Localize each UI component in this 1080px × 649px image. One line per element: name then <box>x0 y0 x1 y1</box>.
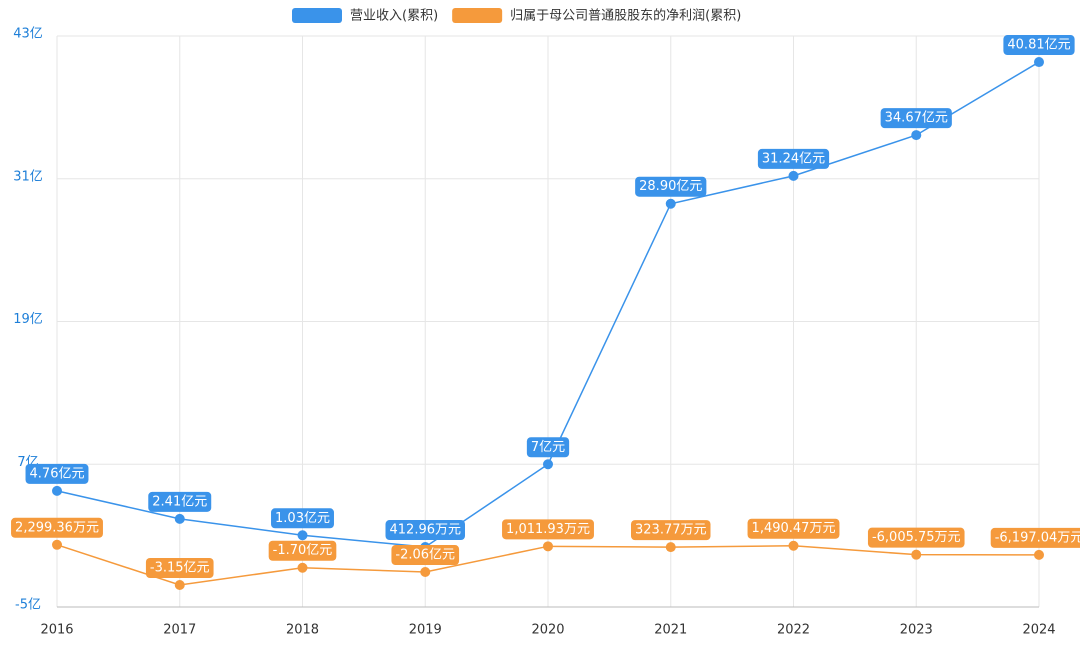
value-label-text: 1,011.93万元 <box>506 522 590 537</box>
value-label: 1,490.47万元 <box>747 518 840 539</box>
value-label-box <box>1003 35 1075 56</box>
point <box>297 562 308 573</box>
x-tick-label: 2020 <box>531 623 564 638</box>
value-label: 1.03亿元 <box>271 508 334 529</box>
legend-swatch <box>292 8 342 23</box>
value-label-text: -1.70亿元 <box>273 543 333 558</box>
value-label-box <box>385 520 465 541</box>
value-label: -2.06亿元 <box>391 545 460 566</box>
x-tick-label: 2016 <box>40 623 73 638</box>
value-label-text: 1,490.47万元 <box>752 521 836 536</box>
value-label-text: 2.41亿元 <box>152 494 207 509</box>
value-label-box <box>635 176 707 197</box>
x-tick-label: 2023 <box>900 623 933 638</box>
value-label-text: -2.06亿元 <box>395 548 455 563</box>
x-tick-label: 2021 <box>654 623 687 638</box>
value-label: 40.81亿元 <box>1003 35 1075 56</box>
value-label: 2,299.36万元 <box>11 517 103 538</box>
x-tick-label: 2022 <box>777 623 810 638</box>
point <box>543 459 553 470</box>
value-label-box <box>25 463 89 484</box>
value-label-text: 4.76亿元 <box>30 466 85 481</box>
value-label: 1,011.93万元 <box>502 519 594 540</box>
value-label-box <box>631 520 711 541</box>
value-label-text: 1.03亿元 <box>275 511 330 526</box>
point <box>788 170 799 181</box>
value-label: 323.77万元 <box>631 520 711 541</box>
value-label-text: 7亿元 <box>531 440 565 455</box>
value-label-text: -3.15亿元 <box>150 560 210 575</box>
point <box>174 513 185 524</box>
point <box>297 530 308 541</box>
value-label-box <box>747 518 840 539</box>
point <box>911 130 922 141</box>
value-label-box <box>268 540 337 561</box>
value-label-box <box>11 517 103 538</box>
y-tick-label: -5亿 <box>15 598 41 613</box>
value-label-text: 31.24亿元 <box>762 151 825 166</box>
value-label: 34.67亿元 <box>880 108 952 129</box>
value-label-text: -6,005.75万元 <box>872 530 961 545</box>
value-label: -6,197.04万元 <box>990 527 1080 548</box>
value-label: -1.70亿元 <box>268 540 337 561</box>
value-label-text: -6,197.04万元 <box>995 530 1080 545</box>
value-label-box <box>148 491 212 512</box>
y-tick-label: 31亿 <box>13 169 43 184</box>
point <box>543 541 553 552</box>
point <box>911 549 922 560</box>
value-label: 28.90亿元 <box>635 176 707 197</box>
y-tick-label: 19亿 <box>13 312 43 327</box>
legend: 营业收入(累积) 归属于母公司普通股股东的净利润(累积) <box>292 8 741 24</box>
point <box>1034 549 1044 560</box>
value-label-box <box>880 108 952 129</box>
value-label-text: 412.96万元 <box>390 523 462 538</box>
value-label: 412.96万元 <box>385 520 465 541</box>
value-label-box <box>990 527 1080 548</box>
value-label-box <box>502 519 594 540</box>
legend-swatch <box>452 8 503 23</box>
value-label-box <box>526 437 570 458</box>
x-tick-label: 2018 <box>286 623 319 638</box>
value-label-text: 34.67亿元 <box>885 111 948 126</box>
value-label-box <box>757 148 830 169</box>
point <box>52 485 62 496</box>
x-tick-label: 2019 <box>409 623 442 638</box>
point <box>1034 57 1044 68</box>
x-tick-label: 2024 <box>1022 623 1055 638</box>
value-label: -6,005.75万元 <box>867 527 965 548</box>
value-label: 2.41亿元 <box>148 491 212 512</box>
value-label: 7亿元 <box>526 437 570 458</box>
value-label: -3.15亿元 <box>145 557 214 578</box>
point <box>788 540 799 551</box>
value-label-box <box>391 545 460 566</box>
point <box>665 198 676 209</box>
y-tick-label: 43亿 <box>13 27 43 42</box>
value-label-box <box>145 557 214 578</box>
value-label: 31.24亿元 <box>757 148 830 169</box>
value-label-text: 323.77万元 <box>635 523 707 538</box>
value-label-text: 40.81亿元 <box>1007 38 1070 53</box>
point <box>665 542 676 553</box>
value-label-box <box>867 527 965 548</box>
value-label: 4.76亿元 <box>25 463 89 484</box>
legend-label: 归属于母公司普通股股东的净利润(累积) <box>510 8 741 24</box>
legend-label: 营业收入(累积) <box>350 9 438 24</box>
x-tick-label: 2017 <box>163 623 196 638</box>
point <box>52 539 62 550</box>
point <box>420 567 431 578</box>
value-label-text: 28.90亿元 <box>639 179 702 194</box>
value-label-text: 2,299.36万元 <box>15 520 99 535</box>
value-label-box <box>271 508 334 529</box>
point <box>174 579 185 590</box>
